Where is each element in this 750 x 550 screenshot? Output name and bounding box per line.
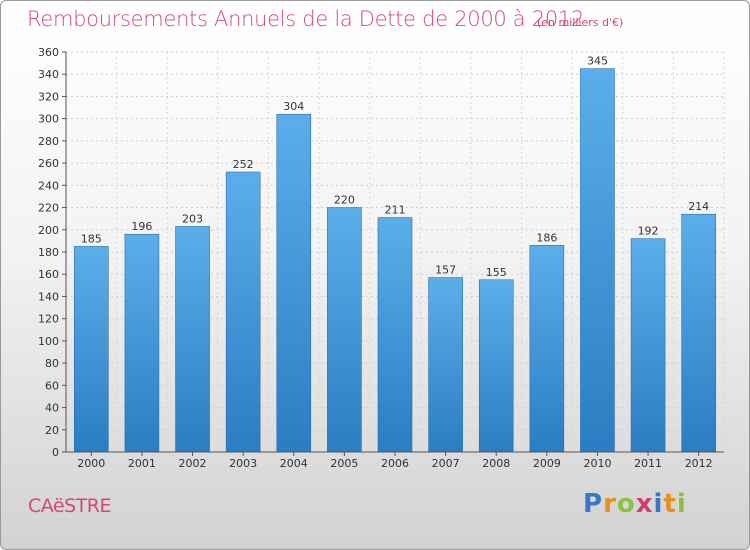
y-tick-label: 60 [45,379,59,392]
unit-label: (en milliers d'€) [537,16,624,29]
data-label: 345 [587,55,608,68]
bar [478,279,514,453]
y-tick-label: 120 [38,313,59,326]
bar [175,226,210,453]
data-label: 186 [536,231,557,244]
x-tick-label: 2005 [330,457,358,470]
bar [74,246,109,453]
logo-letter: i [653,489,664,519]
data-label: 157 [435,264,456,277]
logo-letter: t [663,489,677,519]
bar [276,113,312,453]
y-tick-label: 80 [45,357,59,370]
x-tick-label: 2007 [432,457,460,470]
logo-letter: P [583,489,604,519]
x-tick-label: 2011 [634,457,662,470]
data-label: 196 [131,220,152,233]
y-tick-label: 300 [38,113,59,126]
bar [529,245,565,453]
x-tick-label: 2012 [685,457,713,470]
bar [428,277,463,453]
logo-letter: i [676,489,687,519]
bar [327,207,362,453]
y-tick-label: 260 [38,157,59,170]
y-tick-label: 360 [38,46,59,59]
x-tick-label: 2004 [280,457,308,470]
data-label: 252 [233,158,254,171]
data-label: 155 [486,266,507,279]
commune-name: CAëSTRE [28,495,112,517]
bar [681,213,716,453]
y-tick-label: 40 [45,402,59,415]
logo-letter: x [635,489,654,519]
x-tick-label: 2003 [229,457,257,470]
bars: 185 196 203 252 304 220 211 157 155 186 345 192 214 [74,55,716,453]
y-tick-label: 20 [45,424,59,437]
y-tick-label: 240 [38,179,59,192]
data-label: 214 [688,200,709,213]
data-label: 211 [385,204,406,217]
bar [377,217,413,453]
bar [630,238,666,453]
y-tick-label: 160 [38,268,59,281]
x-tick-label: 2010 [583,457,611,470]
data-label: 203 [182,212,203,225]
y-tick-label: 200 [38,224,59,237]
chart-title: Remboursements Annuels de la Dette de 20… [27,7,584,31]
y-tick-label: 320 [38,90,59,103]
bar [124,233,160,453]
data-label: 220 [334,194,355,207]
x-tick-label: 2002 [179,457,207,470]
data-label: 304 [283,100,304,113]
x-tick-label: 2006 [381,457,409,470]
y-tick-label: 0 [52,446,59,459]
y-tick-label: 100 [38,335,59,348]
data-label: 185 [81,232,102,245]
x-tick-label: 2000 [77,457,105,470]
proxiti-logo[interactable]: Proxiti [583,489,687,519]
bar [225,171,261,453]
y-tick-label: 340 [38,68,59,81]
axes: 0 20 40 60 80 100 120 140 160 180 200 220 240 260 280 3… [38,46,724,470]
logo-letter: o [616,489,636,519]
y-tick-label: 140 [38,290,59,303]
logo-letter: r [603,489,617,519]
data-label: 192 [638,225,659,238]
bar [580,68,615,453]
x-tick-label: 2009 [533,457,561,470]
y-tick-label: 220 [38,202,59,215]
y-tick-label: 280 [38,135,59,148]
x-tick-label: 2008 [482,457,510,470]
x-tick-label: 2001 [128,457,156,470]
y-tick-label: 180 [38,246,59,259]
